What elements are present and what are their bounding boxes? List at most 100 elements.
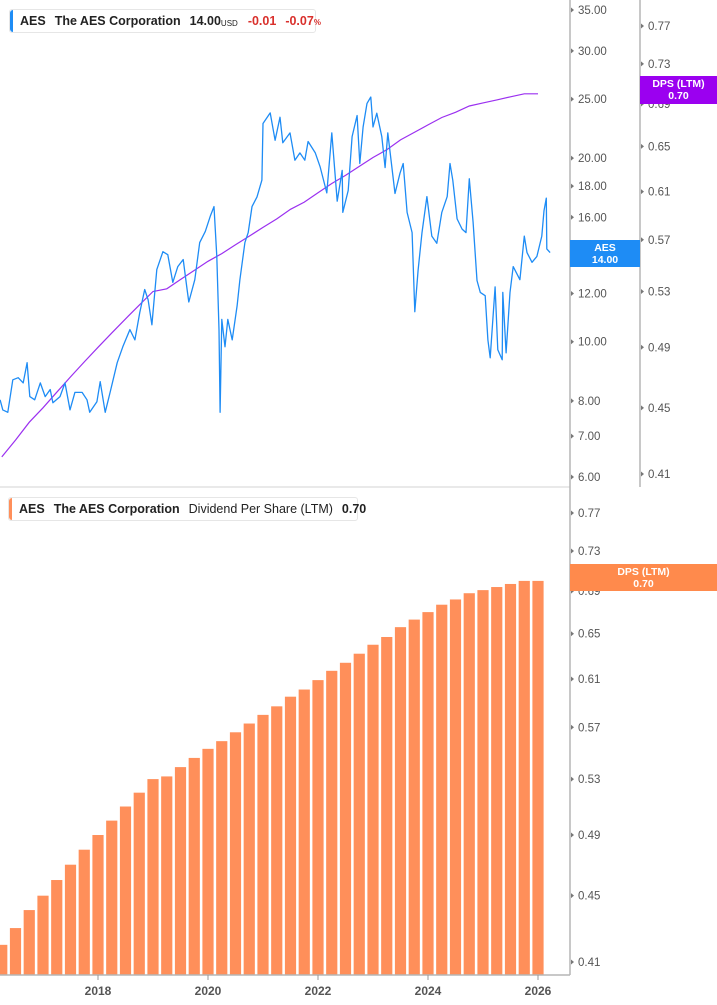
dps-axis-tick-top-mark bbox=[641, 405, 644, 411]
legend-company: The AES Corporation bbox=[53, 502, 180, 516]
price-axis-tick-mark bbox=[571, 398, 574, 404]
price-axis-tick-mark bbox=[571, 474, 574, 480]
price-axis-tick: 35.00 bbox=[578, 5, 607, 17]
dps-axis-tick-bottom-mark bbox=[571, 548, 574, 554]
dps-bar bbox=[436, 604, 448, 975]
dps-axis-tick-top: 0.61 bbox=[648, 187, 670, 199]
price-line bbox=[0, 96, 551, 413]
x-axis-tick: 2026 bbox=[525, 984, 552, 998]
dps-bar bbox=[243, 723, 255, 975]
legend-value: 0.70 bbox=[341, 502, 367, 516]
legend-currency: USD bbox=[220, 18, 238, 28]
dps-bar bbox=[229, 732, 242, 975]
dps-axis-tick-bottom-mark bbox=[571, 832, 574, 838]
dps-bar bbox=[449, 599, 462, 975]
dps-bar bbox=[284, 696, 297, 975]
dps-axis-tick-bottom: 0.73 bbox=[578, 546, 600, 558]
legend-ticker: AES bbox=[19, 502, 45, 516]
dps-axis-tick-top-mark bbox=[641, 23, 644, 29]
legend-ticker: AES bbox=[20, 14, 46, 28]
price-tag-label: AES bbox=[594, 241, 616, 254]
dps-bar bbox=[37, 895, 49, 975]
price-axis-tick: 8.00 bbox=[578, 396, 600, 408]
dps-bar bbox=[367, 644, 379, 975]
dps-axis-tick-top: 0.49 bbox=[648, 342, 670, 354]
x-axis-tick: 2018 bbox=[85, 984, 112, 998]
change-pct-value: -0.07 bbox=[285, 14, 314, 28]
price-axis-tick: 20.00 bbox=[578, 153, 607, 165]
dps-axis-tick-top-mark bbox=[641, 471, 644, 477]
dps-legend[interactable]: AES The AES Corporation Dividend Per Sha… bbox=[8, 497, 366, 521]
dps-axis-tick-top-mark bbox=[641, 289, 644, 295]
dps-axis-tick-top: 0.45 bbox=[648, 403, 670, 415]
dps-bar bbox=[78, 849, 90, 975]
dps-bar bbox=[491, 587, 503, 975]
price-axis-tick: 7.00 bbox=[578, 431, 600, 443]
dps-bar bbox=[518, 580, 530, 975]
dps-axis-tick-top: 0.57 bbox=[648, 235, 670, 247]
dps-axis-tick-bottom: 0.41 bbox=[578, 957, 600, 969]
dps-bars bbox=[0, 580, 544, 975]
price-axis-tick-mark bbox=[571, 433, 574, 439]
price-axis-tick-mark bbox=[571, 48, 574, 54]
price-axis-tick: 6.00 bbox=[578, 472, 600, 484]
dps-axis-tick-bottom: 0.57 bbox=[578, 722, 600, 734]
dps-line bbox=[1, 93, 538, 458]
dps-axis-tick-bottom: 0.61 bbox=[578, 674, 600, 686]
dps-bar bbox=[381, 636, 393, 975]
dps-bar bbox=[161, 776, 173, 975]
dps-axis-tick-top: 0.65 bbox=[648, 141, 670, 153]
dps-bar bbox=[422, 612, 434, 975]
dps-axis-tick-bottom: 0.45 bbox=[578, 891, 600, 903]
price-tag-value: 14.00 bbox=[591, 253, 619, 266]
dps-axis-tick-bottom-mark bbox=[571, 676, 574, 682]
dps-axis-tick-bottom-mark bbox=[571, 776, 574, 782]
price-legend[interactable]: AES The AES Corporation 14.00 USD -0.01 … bbox=[9, 9, 321, 33]
dps-bar bbox=[51, 880, 63, 975]
price-axis-tick-mark bbox=[571, 339, 574, 345]
dps-axis-tick-top: 0.73 bbox=[648, 59, 670, 71]
dps-axis-tick-bottom: 0.65 bbox=[578, 629, 600, 641]
x-axis-tick: 2024 bbox=[415, 984, 442, 998]
dps-axis-tick-top-mark bbox=[641, 237, 644, 243]
dps-axis-tick-top-mark bbox=[641, 344, 644, 350]
price-axis-tick-mark bbox=[571, 155, 574, 161]
price-axis-tick: 12.00 bbox=[578, 288, 607, 300]
dps-axis-tick-bottom-mark bbox=[571, 893, 574, 899]
dps-axis-tick-top: 0.53 bbox=[648, 287, 670, 299]
x-axis-tick: 2022 bbox=[305, 984, 332, 998]
dps-axis-tick-bottom-mark bbox=[571, 510, 574, 516]
price-axis-tick-mark bbox=[571, 7, 574, 13]
dps-bar bbox=[353, 653, 365, 975]
price-axis-tick: 25.00 bbox=[578, 94, 607, 106]
dps-bar bbox=[339, 662, 352, 975]
dps-bar bbox=[271, 706, 283, 975]
dps-axis-tick-top-mark bbox=[641, 189, 644, 195]
price-axis-tick: 16.00 bbox=[578, 212, 607, 224]
x-axis-tick: 2020 bbox=[195, 984, 222, 998]
dps-bar bbox=[298, 689, 310, 975]
dps-axis-tick-bottom: 0.53 bbox=[578, 774, 600, 786]
legend-change-pct: -0.07% bbox=[285, 14, 321, 28]
dps-bar bbox=[133, 792, 145, 975]
dps-tag-label: DPS (LTM) bbox=[617, 565, 670, 578]
price-axis-tick-mark bbox=[571, 183, 574, 189]
dps-bar bbox=[257, 714, 269, 975]
dps-bar bbox=[0, 944, 8, 975]
price-axis-tick-mark bbox=[571, 96, 574, 102]
dps-axis-tick-top: 0.77 bbox=[648, 21, 670, 33]
dps-bar bbox=[92, 835, 104, 975]
legend-price: 14.00 bbox=[189, 14, 221, 28]
dps-bar bbox=[326, 670, 338, 975]
dps-tag-value: 0.70 bbox=[668, 90, 689, 102]
dps-axis-tick-top-mark bbox=[641, 143, 644, 149]
price-axis-tick: 30.00 bbox=[578, 46, 607, 58]
dps-bar bbox=[408, 619, 420, 975]
dps-bar bbox=[23, 910, 35, 975]
dps-bar bbox=[9, 928, 22, 975]
dps-axis-tick-bottom-mark bbox=[571, 724, 574, 730]
dps-tag-value: 0.70 bbox=[633, 577, 654, 590]
dps-bar bbox=[106, 820, 118, 975]
dps-legend-color bbox=[9, 498, 12, 520]
